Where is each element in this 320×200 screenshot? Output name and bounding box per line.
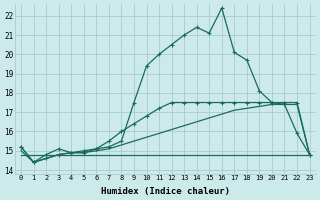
X-axis label: Humidex (Indice chaleur): Humidex (Indice chaleur): [101, 187, 230, 196]
